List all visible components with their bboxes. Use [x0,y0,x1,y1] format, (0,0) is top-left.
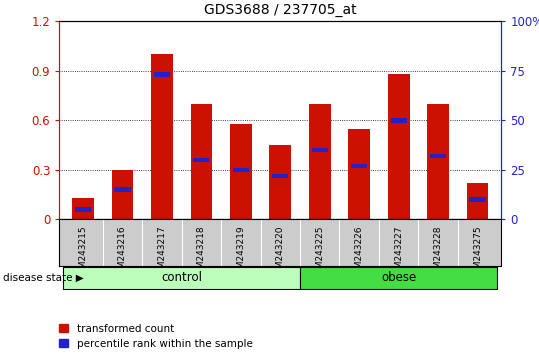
Text: GSM243228: GSM243228 [434,225,443,280]
Bar [112,170,133,219]
FancyBboxPatch shape [300,267,497,289]
Text: GSM243226: GSM243226 [355,225,364,280]
FancyBboxPatch shape [63,267,300,289]
Bar [427,104,449,219]
Text: control: control [161,272,202,284]
Bar [272,173,288,178]
Bar [114,187,130,192]
Text: GSM243219: GSM243219 [236,225,245,280]
Text: GSM243227: GSM243227 [394,225,403,280]
Bar [388,74,410,219]
Bar [75,207,91,212]
Bar [469,197,486,202]
Bar [193,158,210,162]
Bar [270,145,291,219]
Text: GSM243215: GSM243215 [79,225,87,280]
Bar [309,104,330,219]
Bar [154,73,170,77]
Bar [233,167,249,172]
Text: GSM243275: GSM243275 [473,225,482,280]
Text: GSM243218: GSM243218 [197,225,206,280]
Bar [467,183,488,219]
Bar [430,154,446,158]
Bar [391,118,407,123]
Title: GDS3688 / 237705_at: GDS3688 / 237705_at [204,4,357,17]
Bar [351,164,368,168]
Bar [230,124,252,219]
Bar [190,104,212,219]
Bar [72,198,94,219]
Text: GSM243220: GSM243220 [276,225,285,280]
Legend: transformed count, percentile rank within the sample: transformed count, percentile rank withi… [59,324,253,349]
Text: GSM243225: GSM243225 [315,225,324,280]
Text: obese: obese [381,272,416,284]
Bar [348,129,370,219]
Text: GSM243217: GSM243217 [157,225,167,280]
Bar [151,54,172,219]
Text: disease state ▶: disease state ▶ [3,273,84,283]
Bar [312,148,328,153]
Text: GSM243216: GSM243216 [118,225,127,280]
